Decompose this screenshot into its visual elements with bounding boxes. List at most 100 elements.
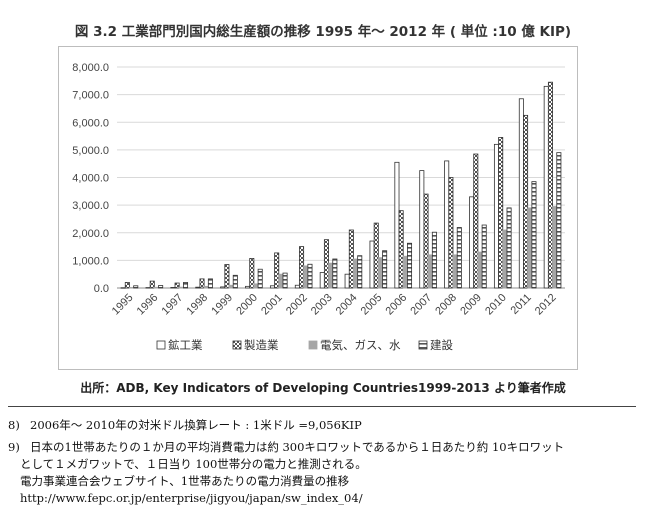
footnote-text: 日本の1世帯あたりの１か月の平均消費電力は約 300キロワットであるから１日あた… xyxy=(30,440,565,454)
x-tick-label: 2001 xyxy=(259,292,285,318)
bar-construction xyxy=(257,268,263,289)
bar-utilities xyxy=(228,284,234,289)
bar-mining xyxy=(344,273,350,289)
bar-manufacturing xyxy=(547,81,553,289)
bar-utilities xyxy=(477,251,483,289)
chart-title: 図 3.2 工業部門別国内総生産額の推移 1995 年～ 2012 年 ( 単位… xyxy=(74,24,572,40)
x-tick-label: 2011 xyxy=(509,292,534,317)
bar-utilities xyxy=(527,207,533,289)
footnote-number: 8) xyxy=(8,418,20,432)
bar-construction xyxy=(481,224,487,289)
x-tick-label: 1998 xyxy=(184,292,210,318)
bar-construction xyxy=(531,181,537,289)
bar-mining xyxy=(220,286,226,289)
y-tick-label: 7,000.0 xyxy=(72,90,109,102)
bar-construction xyxy=(382,250,388,289)
x-tick-label: 1997 xyxy=(160,292,186,318)
footnote-text: として１メガワットで、１日当り 100世帯分の電力と推測される。 xyxy=(20,457,367,471)
y-tick-label: 6,000.0 xyxy=(72,117,109,129)
bar-manufacturing xyxy=(373,222,379,289)
legend-label: 電気、ガス、水 xyxy=(320,338,401,352)
bar-mining xyxy=(444,160,450,289)
bar-manufacturing xyxy=(398,210,404,289)
x-tick-label: 1996 xyxy=(135,292,161,318)
bar-construction xyxy=(232,274,238,289)
legend-label: 建設 xyxy=(430,338,453,352)
bar-utilities xyxy=(129,287,135,289)
x-tick-label: 2010 xyxy=(483,292,509,318)
bar-construction xyxy=(332,258,338,289)
bar-mining xyxy=(269,285,275,289)
source-note: 出所：ADB, Key Indicators of Developing Cou… xyxy=(80,381,566,395)
x-tick-label: 2000 xyxy=(234,292,260,318)
footnote-9: 9) 日本の1世帯あたりの１か月の平均消費電力は約 300キロワットであるから１日… xyxy=(8,439,638,507)
x-tick-label: 2003 xyxy=(309,292,335,318)
bar-utilities xyxy=(402,255,408,289)
footnote-link[interactable]: http://www.fepc.or.jp/enterprise/jigyou/… xyxy=(20,491,363,505)
footnote-divider xyxy=(8,406,636,407)
y-tick-label: 4,000.0 xyxy=(72,173,109,185)
bar-mining xyxy=(195,286,201,289)
legend-swatch xyxy=(308,340,318,350)
bar-manufacturing xyxy=(423,193,429,289)
footnote-8: 8) 2006年～ 2010年の対米ドル換算レート : 1米ドル =9,056KI… xyxy=(8,417,638,434)
bar-mining xyxy=(120,287,126,289)
bar-utilities xyxy=(353,258,359,289)
bar-utilities xyxy=(552,206,558,289)
y-tick-label: 2,000.0 xyxy=(72,228,109,240)
x-tick-label: 2006 xyxy=(384,292,410,318)
bar-construction xyxy=(133,285,139,289)
x-tick-label: 2004 xyxy=(334,292,360,318)
x-tick-label: 2012 xyxy=(533,292,559,318)
bar-mining xyxy=(319,272,325,289)
bar-manufacturing xyxy=(174,282,180,289)
footnote-number: 9) xyxy=(8,440,20,454)
legend-label: 製造業 xyxy=(244,338,279,352)
bar-utilities xyxy=(502,229,508,289)
bar-utilities xyxy=(328,262,334,289)
legend-swatch xyxy=(418,340,428,350)
bar-construction xyxy=(556,152,562,289)
bar-construction xyxy=(158,285,164,289)
bar-manufacturing xyxy=(323,239,329,289)
x-tick-label: 2005 xyxy=(359,292,385,318)
bar-utilities xyxy=(203,285,209,289)
bar-mining xyxy=(518,98,524,289)
bar-construction xyxy=(183,282,189,289)
bar-mining xyxy=(493,143,499,289)
bar-construction xyxy=(506,207,512,289)
bar-utilities xyxy=(427,254,433,289)
legend-swatch xyxy=(232,340,242,350)
bar-mining xyxy=(170,287,176,289)
legend-swatch xyxy=(156,340,166,350)
bar-construction xyxy=(431,231,437,289)
bar-manufacturing xyxy=(199,278,205,289)
bar-mining xyxy=(469,196,475,289)
x-tick-label: 2008 xyxy=(433,292,459,318)
legend-label: 鉱工業 xyxy=(168,338,203,352)
bar-utilities xyxy=(303,265,309,289)
bar-mining xyxy=(419,170,425,289)
x-tick-label: 2007 xyxy=(408,292,434,318)
x-tick-label: 2009 xyxy=(458,292,484,318)
bar-manufacturing xyxy=(523,114,529,289)
bar-manufacturing xyxy=(473,153,479,289)
y-tick-label: 1,000.0 xyxy=(72,255,109,267)
bar-mining xyxy=(369,240,375,289)
bar-construction xyxy=(282,272,288,289)
bar-chart: 0.0 1,000.0 2,000.0 3,000.0 4,000.0 5,000.0 6,… xyxy=(72,62,565,352)
bar-mining xyxy=(245,285,251,289)
bar-utilities xyxy=(153,286,159,289)
x-tick-label: 2002 xyxy=(284,292,310,318)
chart-frame: 0.0 1,000.0 2,000.0 3,000.0 4,000.0 5,000.0 6,… xyxy=(58,46,578,370)
bar-manufacturing xyxy=(149,280,155,289)
bar-utilities xyxy=(377,257,383,289)
y-tick-label: 0.0 xyxy=(94,283,109,295)
bar-manufacturing xyxy=(124,282,130,289)
bar-manufacturing xyxy=(274,252,280,289)
bar-mining xyxy=(394,161,400,289)
x-tick-label: 1999 xyxy=(209,292,235,318)
bar-utilities xyxy=(278,273,284,289)
bar-construction xyxy=(407,242,413,289)
bar-mining xyxy=(294,284,300,289)
